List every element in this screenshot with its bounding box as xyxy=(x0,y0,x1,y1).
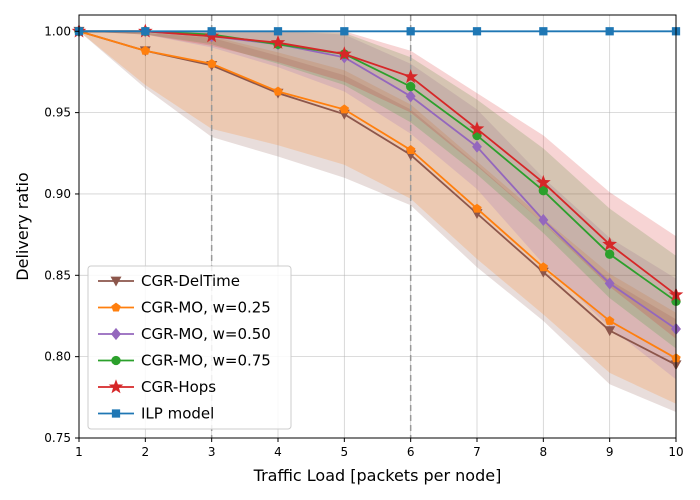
data-point xyxy=(337,46,352,61)
x-tick-label: 7 xyxy=(473,445,481,459)
data-point xyxy=(207,27,216,36)
legend-entry: ILP model xyxy=(98,405,214,423)
tick-layer: 1 2 3 4 5 6 7 8 9 10 0.75 0.80 0.85 0.90 0.95 1.00 xyxy=(44,24,683,459)
data-point xyxy=(602,236,617,251)
data-point xyxy=(207,58,217,68)
data-point xyxy=(273,27,283,36)
data-point xyxy=(472,140,482,153)
x-tick-label: 1 xyxy=(75,445,83,459)
data-point xyxy=(472,27,482,36)
y-tick-label: 0.95 xyxy=(44,106,71,120)
y-axis-label: Delivery ratio xyxy=(13,172,32,280)
data-point xyxy=(469,121,485,136)
confidence-band xyxy=(79,31,676,404)
x-tick-label: 2 xyxy=(142,445,150,459)
legend-label: CGR-DelTime xyxy=(141,272,240,290)
data-point xyxy=(536,174,551,189)
data-point xyxy=(406,27,415,36)
data-point xyxy=(340,27,349,36)
legend-label: CGR-MO, w=0.25 xyxy=(141,299,271,317)
data-point xyxy=(204,28,219,43)
x-tick-label: 9 xyxy=(606,445,614,459)
data-point xyxy=(538,213,549,226)
data-point xyxy=(273,86,283,96)
legend-entry: CGR-MO, w=0.75 xyxy=(98,352,271,370)
x-tick-label: 4 xyxy=(274,445,282,459)
confidence-band xyxy=(79,31,676,413)
data-point xyxy=(405,90,416,103)
legend-label: CGR-Hops xyxy=(141,378,216,396)
data-point xyxy=(604,277,615,290)
y-tick-label: 0.80 xyxy=(44,350,71,364)
legend-label: ILP model xyxy=(141,405,214,423)
legend: CGR-DelTime CGR-MO, w=0.25 CGR-MO, w=0.50 C… xyxy=(87,265,292,430)
data-point xyxy=(604,326,616,337)
legend-entry: CGR-DelTime xyxy=(98,272,240,290)
confidence-band xyxy=(79,31,676,349)
x-tick-label: 10 xyxy=(668,445,683,459)
data-point xyxy=(141,27,150,36)
data-point xyxy=(539,27,548,36)
plot-frame xyxy=(78,14,677,439)
data-point xyxy=(111,355,121,366)
legend-entry: CGR-MO, w=0.50 xyxy=(98,325,271,343)
data-point xyxy=(111,409,121,418)
series-line xyxy=(79,30,677,296)
data-point xyxy=(472,203,482,213)
y-tick-label: 1.00 xyxy=(44,24,71,38)
data-point xyxy=(604,249,615,259)
x-tick-label: 8 xyxy=(540,445,548,459)
confidence-band xyxy=(79,31,676,339)
band-layer xyxy=(79,31,676,413)
legend-entry: CGR-MO, w=0.25 xyxy=(98,299,271,317)
data-point xyxy=(605,315,615,325)
legend-box xyxy=(87,265,292,430)
legend-label: CGR-MO, w=0.75 xyxy=(141,352,271,370)
y-tick-label: 0.75 xyxy=(44,431,71,445)
x-tick-label: 6 xyxy=(407,445,415,459)
legend-entry: CGR-Hops xyxy=(98,378,216,396)
data-point xyxy=(270,35,286,49)
series-ilp-model xyxy=(74,27,681,36)
data-point xyxy=(111,302,121,312)
data-point xyxy=(111,327,121,341)
data-point xyxy=(538,262,548,272)
x-axis-label: Traffic Load [packets per node] xyxy=(253,466,502,485)
data-point xyxy=(339,104,349,114)
data-point xyxy=(108,379,124,394)
legend-label: CGR-MO, w=0.50 xyxy=(141,325,271,343)
x-tick-label: 3 xyxy=(208,445,216,459)
data-point xyxy=(110,276,122,287)
data-point xyxy=(403,69,418,84)
data-point xyxy=(605,27,614,36)
confidence-band xyxy=(79,31,676,380)
y-tick-label: 0.90 xyxy=(44,187,71,201)
series-line xyxy=(78,30,677,360)
data-point xyxy=(406,145,416,154)
y-tick-label: 0.85 xyxy=(44,268,71,282)
data-point xyxy=(140,45,150,55)
data-point xyxy=(538,186,549,196)
x-tick-label: 5 xyxy=(341,445,349,459)
data-point xyxy=(405,81,416,92)
